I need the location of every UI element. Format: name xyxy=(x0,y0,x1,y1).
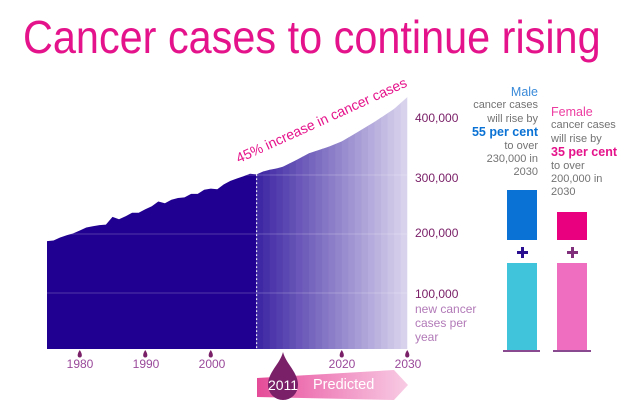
female-heading: Female xyxy=(551,105,593,119)
male-text-line: will rise by xyxy=(487,112,538,125)
x-tick-2020: 2020 xyxy=(328,357,356,371)
y-tick-200000: 200,000 xyxy=(415,226,459,240)
tick-drop-icon xyxy=(77,350,82,358)
male-increase-bar xyxy=(507,190,537,240)
female-text-line: 200,000 in xyxy=(551,173,603,186)
page-title: Cancer cases to continue rising xyxy=(23,11,601,63)
recorded-area xyxy=(47,173,257,349)
female-text-line: to over xyxy=(551,159,585,172)
male-heading: Male xyxy=(510,85,538,99)
tick-drop-icon xyxy=(405,350,410,358)
y-axis-label-line: year xyxy=(415,330,439,344)
year-marker-drop-icon xyxy=(268,352,298,400)
plus-icon xyxy=(517,247,528,258)
y-axis-label-line: new cancer xyxy=(415,302,477,316)
x-tick-2000: 2000 xyxy=(198,357,226,371)
male-text-line: 230,000 in xyxy=(486,153,538,166)
x-tick-2030: 2030 xyxy=(394,357,422,371)
x-tick-1990: 1990 xyxy=(132,357,160,371)
male-bar-baseline xyxy=(503,350,540,352)
y-tick-100000: 100,000 xyxy=(415,287,459,301)
predicted-area xyxy=(256,97,408,349)
male-text-line: cancer cases xyxy=(473,99,538,112)
male-current-bar xyxy=(507,263,537,350)
male-text-line: to over xyxy=(504,139,538,152)
female-bar-baseline xyxy=(553,350,591,352)
y-axis-label-line: cases per xyxy=(415,316,468,330)
female-text-line: will rise by xyxy=(551,132,602,145)
y-tick-400000: 400,000 xyxy=(415,111,459,125)
male-increase-highlight: 55 per cent xyxy=(471,125,538,140)
female-increase-highlight: 35 per cent xyxy=(551,145,618,160)
predicted-label: Predicted xyxy=(313,377,375,393)
female-summary: Female cancer cases will rise by 35 per … xyxy=(551,105,635,200)
female-text-line: cancer cases xyxy=(551,119,616,132)
female-current-bar xyxy=(557,263,587,350)
male-summary: Male cancer cases will rise by 55 per ce… xyxy=(440,85,538,180)
y-tick-300000: 300,000 xyxy=(415,171,459,185)
male-text-line: 2030 xyxy=(513,166,538,179)
tick-drop-icon xyxy=(143,350,148,358)
plus-icon xyxy=(567,247,578,258)
x-tick-1980: 1980 xyxy=(66,357,94,371)
female-increase-bar xyxy=(557,212,587,240)
tick-drop-icon xyxy=(208,350,213,358)
tick-drop-icon xyxy=(339,350,344,358)
female-text-line: 2030 xyxy=(551,186,576,199)
marker-year: 2011 xyxy=(267,377,299,393)
